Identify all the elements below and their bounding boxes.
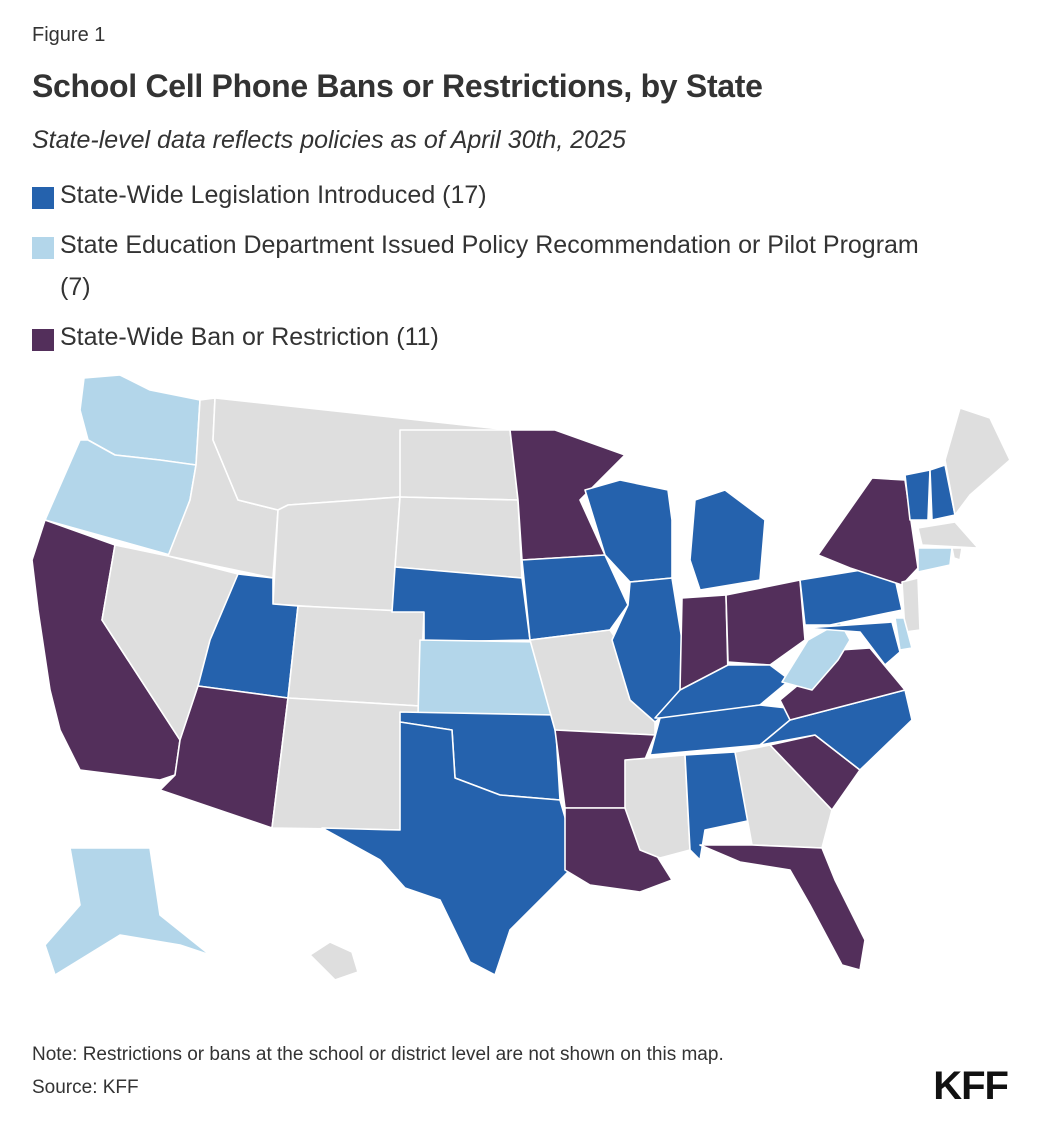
- legend-swatch-legislation: [32, 187, 54, 209]
- state-ma: [917, 521, 979, 549]
- state-oh: [725, 579, 806, 666]
- state-wy: [272, 496, 401, 613]
- us-map: [0, 360, 1048, 1000]
- state-ny: [817, 477, 919, 586]
- state-il: [611, 577, 683, 723]
- source: Source: KFF: [32, 1077, 139, 1098]
- legend-swatch-ban: [32, 329, 54, 351]
- state-nj: [901, 577, 921, 633]
- state-nm: [271, 697, 421, 831]
- note: Note: Restrictions or bans at the school…: [32, 1044, 724, 1065]
- state-vt: [904, 469, 931, 521]
- state-me: [944, 407, 1011, 516]
- state-nd: [399, 429, 519, 501]
- legend: State-Wide Legislation Introduced (17) S…: [32, 180, 932, 372]
- figure-label: Figure 1: [32, 24, 106, 46]
- state-sd: [394, 496, 523, 579]
- legend-item-recommendation: State Education Department Issued Policy…: [32, 230, 932, 308]
- legend-item-ban: State-Wide Ban or Restriction (11): [32, 322, 932, 358]
- state-tx: [321, 721, 579, 976]
- state-ri: [951, 547, 963, 561]
- legend-item-legislation: State-Wide Legislation Introduced (17): [32, 180, 932, 216]
- state-ga: [734, 744, 833, 849]
- state-tn: [649, 704, 806, 756]
- state-md: [804, 621, 901, 666]
- state-hi: [309, 941, 359, 981]
- legend-label-ban: State-Wide Ban or Restriction (11): [60, 323, 439, 351]
- state-co: [287, 605, 425, 707]
- state-de: [894, 617, 913, 651]
- legend-label-legislation: State-Wide Legislation Introduced (17): [60, 181, 487, 209]
- legend-swatch-recommendation: [32, 237, 54, 259]
- state-wv: [781, 621, 851, 691]
- state-mn: [509, 429, 626, 561]
- state-ak: [44, 847, 211, 976]
- chart-subtitle: State-level data reflects policies as of…: [32, 126, 626, 154]
- us-map-svg: [31, 374, 1011, 981]
- state-mi: [689, 489, 766, 591]
- state-ia: [521, 554, 629, 641]
- legend-label-recommendation: State Education Department Issued Policy…: [60, 231, 919, 301]
- kff-logo: KFF: [933, 1064, 1009, 1108]
- state-ct: [917, 547, 953, 573]
- state-wi: [584, 479, 673, 583]
- chart-title: School Cell Phone Bans or Restrictions, …: [32, 68, 763, 104]
- state-fl: [699, 844, 866, 971]
